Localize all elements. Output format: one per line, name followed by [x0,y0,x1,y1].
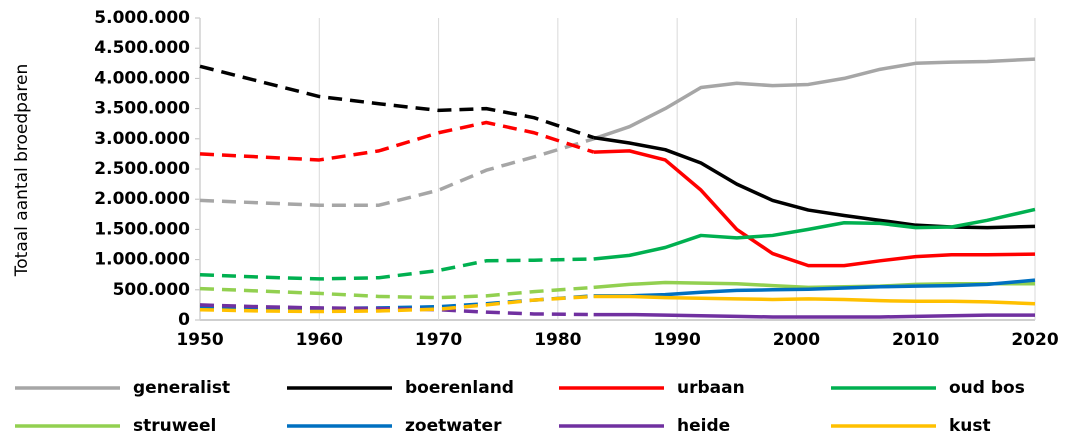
y-tick-label: 2.000.000 [94,189,190,209]
series-line [593,135,1036,230]
series-line [593,294,1036,306]
x-tick-label: 1980 [534,330,581,350]
series-line [593,149,1036,268]
legend-label: heide [677,416,730,436]
y-tick-label: 3.000.000 [94,129,190,149]
y-tick-label: 0 [178,310,190,330]
series-line [199,285,594,300]
series-line [199,64,595,140]
x-tick-label: 1960 [296,330,343,350]
series-line [593,57,1036,141]
series-line [199,294,594,314]
series-line [199,137,595,207]
series-line [199,294,594,311]
series-line [593,280,1035,290]
series-line [199,303,594,317]
y-tick-label: 3.500.000 [94,99,190,119]
y-tick-label: 5.000.000 [94,8,190,28]
x-tick-label: 1950 [176,330,223,350]
series-line [199,257,594,281]
legend-label: zoetwater [405,416,502,436]
series-line [199,120,595,162]
legend-label: boerenland [405,378,514,398]
series-line [593,207,1036,261]
y-tick-label: 4.000.000 [94,68,190,88]
legend-label: oud bos [949,378,1025,398]
x-tick-label: 2010 [892,330,939,350]
series-line [593,278,1036,298]
y-tick-label: 4.500.000 [94,38,190,58]
y-tick-label: 2.500.000 [94,159,190,179]
y-tick-label: 500.000 [113,280,191,300]
legend-label: kust [949,416,991,436]
y-tick-label: 1.500.000 [94,219,190,239]
series-line [593,312,1035,319]
y-tick-label: 1.000.000 [94,250,190,270]
legend-label: urbaan [677,378,745,398]
x-tick-label: 2000 [773,330,820,350]
legend-label: generalist [133,378,230,398]
y-axis-label: Totaal aantal broedparen [12,64,32,277]
x-tick-label: 1990 [653,330,700,350]
legend-label: struweel [133,416,216,436]
x-tick-label: 2020 [1011,330,1058,350]
x-tick-label: 1970 [415,330,462,350]
